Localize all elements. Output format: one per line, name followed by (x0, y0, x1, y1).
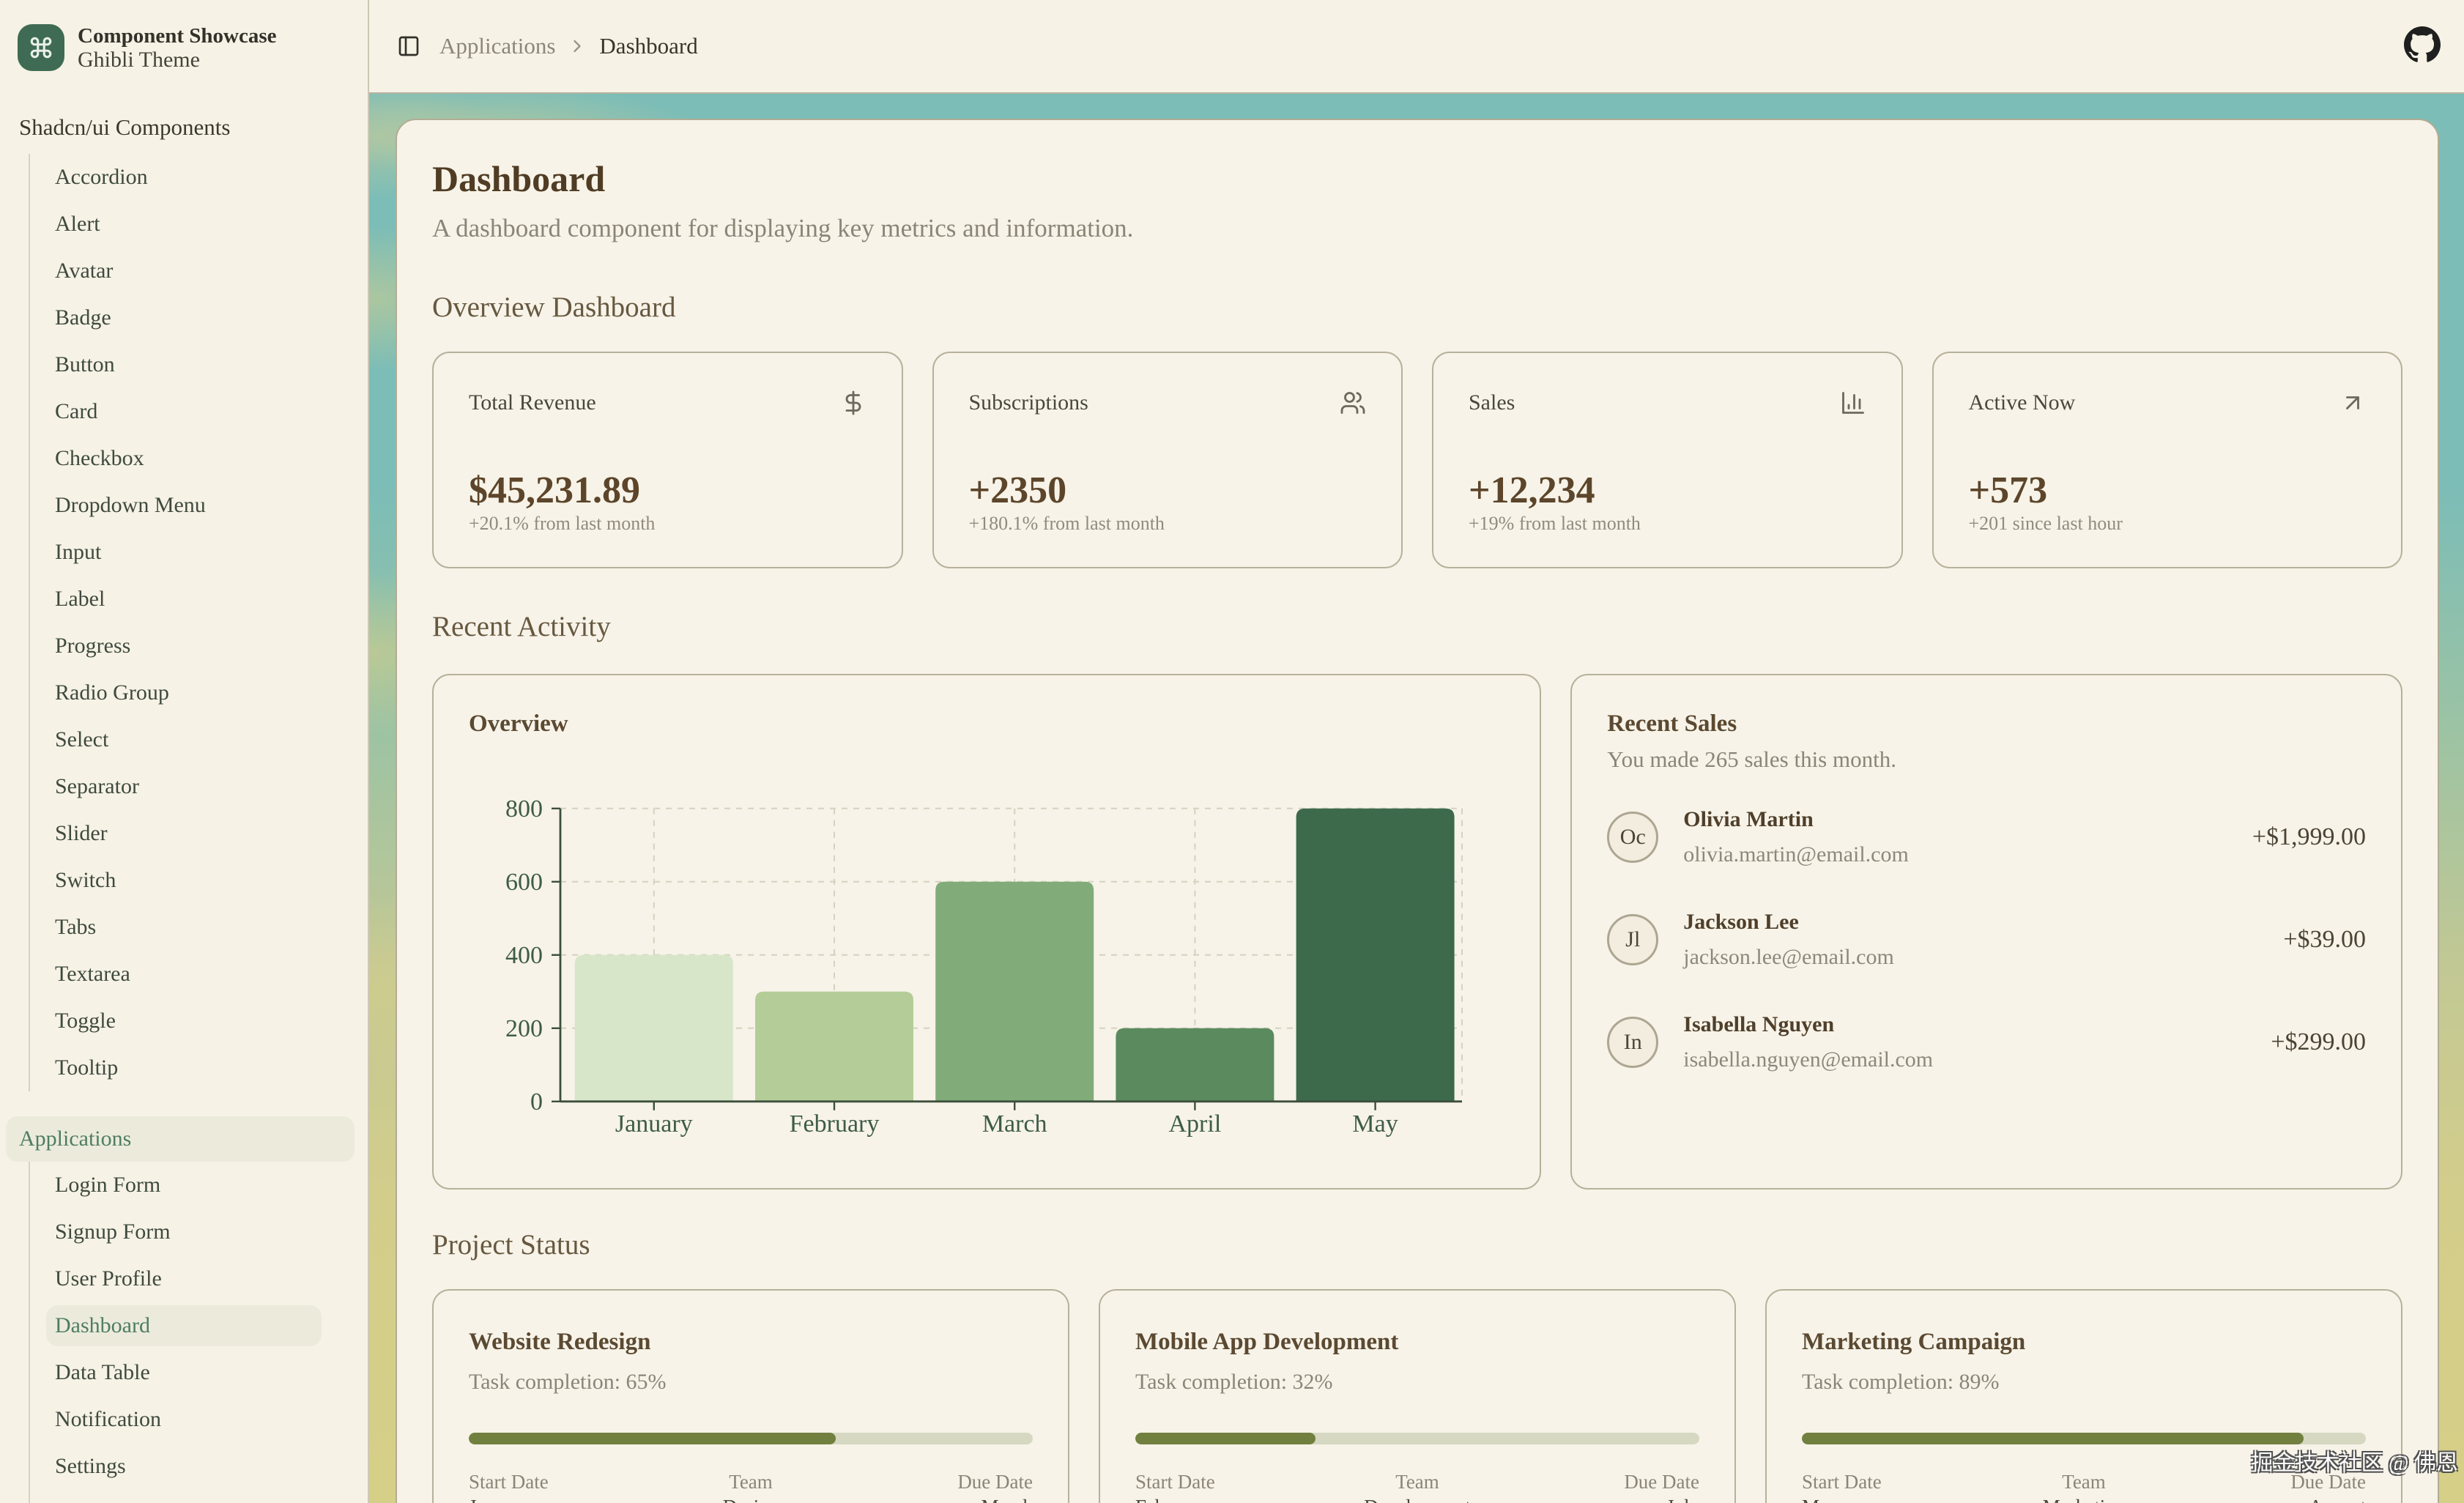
svg-text:March: March (982, 1110, 1047, 1138)
svg-text:May: May (1352, 1110, 1398, 1138)
svg-text:April: April (1169, 1110, 1222, 1138)
svg-text:400: 400 (505, 942, 543, 969)
svg-text:800: 800 (505, 795, 543, 823)
svg-text:600: 600 (505, 869, 543, 896)
svg-text:0: 0 (530, 1088, 543, 1116)
svg-text:February: February (790, 1110, 880, 1138)
svg-text:200: 200 (505, 1015, 543, 1042)
svg-text:January: January (615, 1110, 693, 1138)
